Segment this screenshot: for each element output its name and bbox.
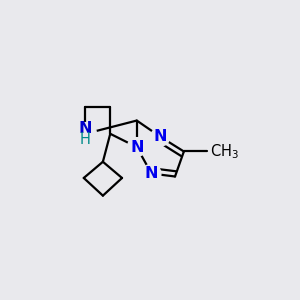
Circle shape: [127, 138, 146, 157]
Circle shape: [142, 164, 161, 183]
Text: N: N: [145, 166, 158, 181]
Text: H: H: [80, 132, 91, 147]
Circle shape: [151, 127, 170, 146]
Circle shape: [74, 123, 96, 145]
Text: N: N: [154, 129, 167, 144]
Text: N: N: [130, 140, 143, 154]
Text: CH$_3$: CH$_3$: [210, 142, 239, 161]
Text: N: N: [79, 121, 92, 136]
